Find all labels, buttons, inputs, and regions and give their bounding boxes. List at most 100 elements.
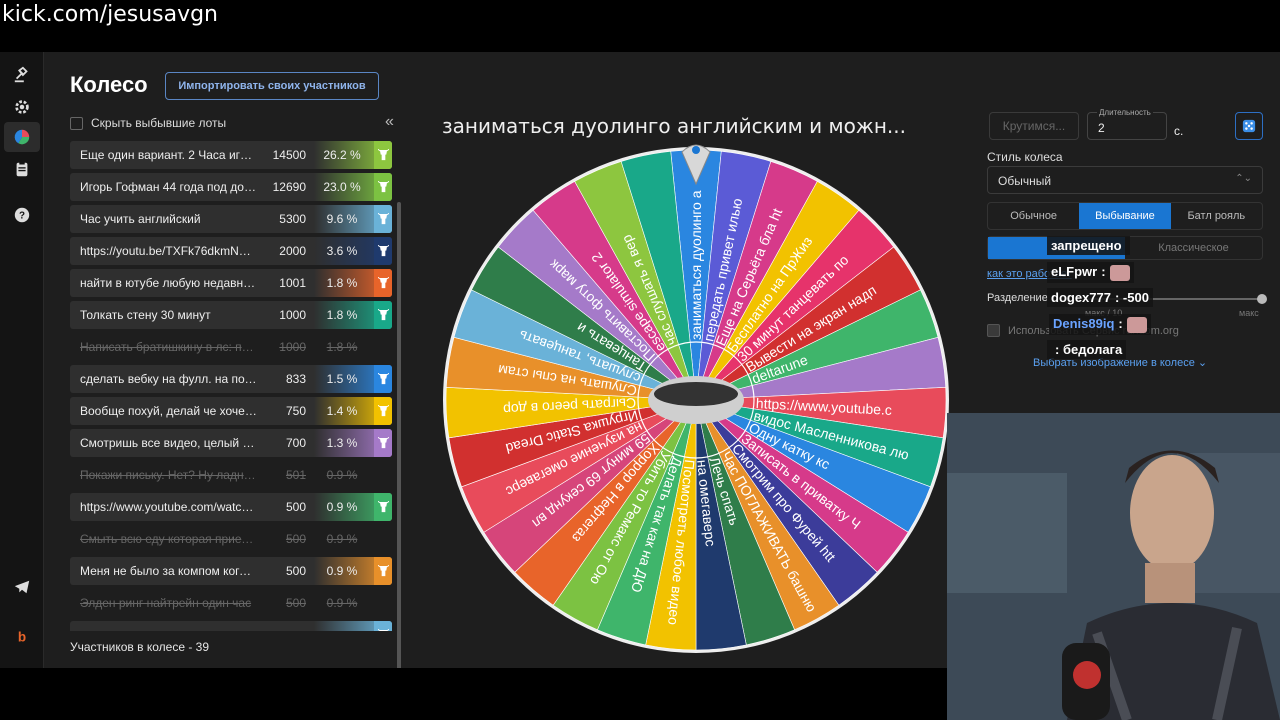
lot-name: Меня не было за компом когда т...	[80, 564, 258, 578]
lot-row[interactable]: https://youtu.be/TXFk76dkmNY?... 2000 3.6 …	[70, 237, 392, 265]
submode-tab[interactable]: Классическое	[1158, 242, 1229, 254]
lamp-icon[interactable]	[374, 173, 392, 201]
telegram-icon[interactable]	[4, 572, 40, 602]
slider-min-label: макс / 10	[1085, 308, 1123, 318]
lot-row[interactable]: https://www.youtube.com/watch?v... 500 0.9…	[70, 493, 392, 521]
lot-amount: 2000	[279, 244, 306, 258]
lot-name: https://www.youtube.com/watch?v...	[80, 500, 258, 514]
slider-max-label: макс	[1239, 308, 1259, 318]
hide-eliminated-toggle[interactable]: Скрыть выбывшие лоты	[70, 116, 226, 130]
lot-row[interactable]: Толкать стену 30 минут 1000 1.8 %	[70, 301, 392, 329]
wheel-style-select[interactable]: Обычный ⌃⌄	[987, 166, 1263, 194]
lamp-icon[interactable]	[374, 429, 392, 457]
lot-percent: 0.9 %	[326, 500, 358, 514]
dice-icon[interactable]	[1235, 112, 1263, 140]
lot-name: сделать вебку на фулл. на пол эк...	[80, 372, 258, 386]
lot-amount: 1000	[279, 308, 306, 322]
lot-row[interactable]: Написать братишкину в лс: пакт... 1000 1.8…	[70, 333, 392, 361]
lamp-icon[interactable]	[374, 237, 392, 265]
lamp-icon[interactable]	[374, 141, 392, 169]
lamp-icon[interactable]	[374, 301, 392, 329]
lamp-icon[interactable]	[374, 205, 392, 233]
lot-percent: 0.9 %	[326, 468, 358, 482]
lot-name: Написать братишкину в лс: пакт...	[80, 340, 258, 354]
mode-tab[interactable]: Обычное	[1010, 210, 1058, 222]
wheel-style-value: Обычный	[998, 174, 1052, 188]
lot-row[interactable]: Смотришь все видео, целый пле... 700 1.3 %	[70, 429, 392, 457]
lamp-icon[interactable]	[374, 269, 392, 297]
lot-name: Толкать стену 30 минут	[80, 308, 211, 322]
lamp-icon[interactable]	[374, 557, 392, 585]
lot-amount: 12690	[272, 180, 306, 194]
mode-tab[interactable]: Выбывание	[1079, 203, 1171, 229]
lot-amount: 750	[285, 404, 306, 418]
collapse-icon[interactable]: «	[385, 113, 394, 130]
url-text: kick.com/jesusavgn	[2, 2, 219, 27]
import-participants-button[interactable]: Импортировать своих участников	[165, 72, 379, 100]
lot-row[interactable]: Меня не было за компом когда т... 500 0.9 …	[70, 557, 392, 585]
lot-row[interactable]: Игорь Гофман 44 года под дом... 12690 23.0…	[70, 173, 392, 201]
lot-row[interactable]: Час учить английский 5300 9.6 %	[70, 205, 392, 233]
lot-name: Покажи письку. Нет? Ну ладно. И...	[80, 468, 258, 482]
lot-row[interactable]: Покажи письку. Нет? Ну ладно. И... 501 0.9…	[70, 461, 392, 489]
duration-label: Длительность	[1097, 108, 1153, 117]
wheel-style-label: Стиль колеса	[987, 150, 1063, 164]
boosty-icon[interactable]: b	[4, 622, 40, 652]
chat-message: dogex777: -500	[1047, 288, 1153, 307]
lot-name: https://youtu.be/TXFk76dkmNY?...	[80, 244, 258, 258]
wheel-icon[interactable]	[4, 122, 40, 152]
lot-name: Смотришь все видео, целый пле...	[80, 436, 258, 450]
lot-row[interactable]: Вообще похуй, делай че хочешь, ... 750 1.4…	[70, 397, 392, 425]
webcam-image	[947, 413, 1280, 720]
lot-percent: 0.9 %	[326, 564, 358, 578]
lot-row[interactable]: Элден ринг найтрейн один час 500 0.9 %	[70, 589, 392, 617]
lot-percent: 23.0 %	[323, 180, 361, 194]
lot-amount: 1001	[279, 276, 306, 290]
page-title: Колесо	[70, 72, 148, 97]
wheel-segment	[620, 150, 697, 401]
lamp-icon[interactable]	[374, 621, 392, 631]
chat-message: Denis89iq:	[1049, 314, 1151, 335]
lot-name: Игорь Гофман 44 года под дом...	[80, 180, 258, 194]
chat-message: eLFpwr:	[1047, 262, 1134, 283]
lot-row[interactable]: сделать вебку на фулл. на пол эк... 833 1.…	[70, 365, 392, 393]
chat-text: :	[1118, 316, 1123, 331]
hide-eliminated-checkbox[interactable]	[70, 116, 83, 130]
lamp-icon[interactable]	[374, 365, 392, 393]
svg-text:?: ?	[19, 211, 25, 222]
lamp-icon[interactable]	[374, 493, 392, 521]
auction-icon[interactable]	[4, 60, 40, 90]
lot-percent: 0.9 %	[326, 532, 358, 546]
split-label: Разделение	[987, 292, 1048, 304]
lamp-icon[interactable]	[374, 397, 392, 425]
wheel-segment-label: Сыграть реего в дор	[503, 395, 637, 418]
lot-amount: 500	[285, 500, 306, 514]
chat-username: dogex777	[1051, 290, 1111, 305]
chat-username: Denis89iq	[1053, 316, 1115, 331]
help-icon[interactable]: ?	[4, 200, 40, 230]
select-image-link[interactable]: Выбрать изображение в колесе ⌄	[1033, 356, 1207, 369]
lot-amount: 500	[285, 564, 306, 578]
lot-row[interactable]: Еще один вариант. 2 Часа игра... 14500 26.…	[70, 141, 392, 169]
slider-knob[interactable]	[1257, 294, 1267, 304]
lot-row[interactable]	[70, 621, 392, 631]
mode-tab[interactable]: Батл рояль	[1187, 210, 1246, 222]
chevron-down-icon: ⌄	[1197, 357, 1208, 369]
wheel-hub-shade	[654, 382, 738, 406]
random-org-checkbox[interactable]	[987, 324, 1000, 337]
lot-percent: 26.2 %	[323, 148, 361, 162]
left-nav: ? b	[0, 52, 44, 668]
split-slider[interactable]	[1085, 294, 1267, 304]
chat-text: :	[1101, 264, 1106, 279]
lot-row[interactable]: найти в ютубе любую недавнюю... 1001 1.8 %	[70, 269, 392, 297]
pointer-dot	[692, 146, 700, 154]
lot-row[interactable]: Смыть всю еду которая приедет ... 500 0.9 …	[70, 525, 392, 553]
clipboard-icon[interactable]	[4, 154, 40, 184]
spin-button[interactable]: Крутимся...	[989, 112, 1079, 140]
lot-amount: 1000	[279, 340, 306, 354]
participants-count: Участников в колесе - 39	[70, 640, 210, 654]
lots-scrollbar[interactable]	[397, 202, 401, 668]
lot-name: Час учить английский	[80, 212, 201, 226]
gear-icon[interactable]	[4, 92, 40, 122]
